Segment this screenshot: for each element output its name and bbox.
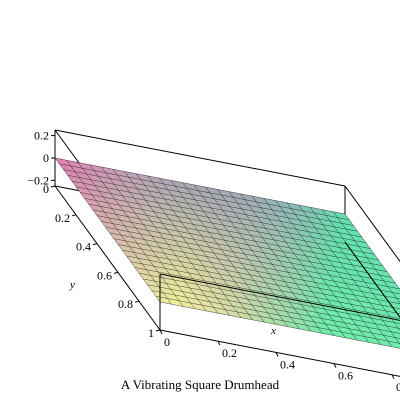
mesh-line [228, 191, 335, 336]
x-tick [333, 363, 337, 368]
mesh-line [134, 267, 400, 319]
mesh-line [63, 169, 354, 226]
mesh-line [101, 221, 392, 278]
x-tick [217, 340, 221, 346]
mesh-line [66, 160, 172, 305]
bounding-box-front [159, 185, 400, 377]
box-edge [54, 185, 161, 331]
mesh-line [147, 284, 400, 334]
mesh-line [155, 295, 400, 344]
z-tick-label: 0 [43, 151, 49, 165]
y-axis-label: y [69, 279, 75, 291]
x-tick-label: 0.6 [338, 369, 353, 383]
mesh-line [143, 278, 400, 329]
y-tick-label: 0 [43, 182, 49, 196]
y-tick [92, 243, 98, 246]
y-tick [134, 300, 140, 303]
box-edge [54, 129, 346, 187]
mesh-line [71, 180, 362, 238]
mesh-line [286, 202, 393, 347]
mesh-line [240, 193, 346, 338]
mesh-line [92, 209, 383, 267]
mesh-line [75, 186, 367, 244]
y-tick [50, 185, 56, 188]
mesh-line [112, 169, 219, 314]
mesh-line [170, 180, 277, 325]
mesh-line [309, 207, 400, 331]
mesh-line [109, 232, 400, 290]
y-tick-label: 0.2 [55, 211, 70, 225]
mesh-line [182, 182, 288, 327]
mesh-line [101, 166, 207, 312]
box-edge [159, 329, 400, 377]
y-tick [113, 271, 119, 274]
box-edge [344, 185, 400, 263]
x-tick-label: 0.2 [222, 346, 237, 360]
y-tick-label: 1 [148, 326, 154, 340]
x-tick-label: 0 [164, 335, 170, 349]
chart-caption: A Vibrating Square Drumhead [120, 377, 280, 392]
mesh-line [298, 204, 400, 345]
mesh-line [159, 301, 400, 349]
mesh-line [122, 249, 400, 305]
mesh-line [67, 175, 358, 232]
mesh-line [263, 198, 370, 343]
mesh-line [54, 157, 161, 303]
mesh-line [59, 163, 350, 221]
drumhead-surface [54, 157, 400, 349]
mesh-line [96, 215, 388, 272]
x-axis-label: x [270, 325, 276, 337]
mesh-line [275, 200, 381, 345]
mesh-line [113, 238, 400, 295]
y-tick [155, 329, 161, 332]
mesh-line [77, 162, 184, 307]
y-tick-label: 0.4 [76, 240, 91, 254]
mesh-line [138, 272, 400, 324]
mesh-line [135, 173, 242, 318]
box-edge [344, 241, 400, 319]
mesh-line [117, 244, 400, 300]
y-tick-label: 0.6 [97, 268, 112, 282]
mesh-line [126, 255, 400, 310]
mesh-line [105, 226, 396, 284]
mesh-line [147, 175, 254, 321]
x-tick [275, 352, 279, 357]
y-tick-label: 0.8 [118, 297, 133, 311]
x-tick [391, 374, 395, 380]
mesh-line [193, 184, 300, 330]
mesh-line [344, 213, 400, 290]
mesh-line [89, 164, 196, 309]
surface-fill-overlay [55, 158, 400, 349]
mesh-line [217, 189, 323, 334]
mesh-line [205, 186, 312, 332]
z-tick-label: −0.2 [27, 173, 49, 187]
mesh-line [124, 171, 230, 316]
x-tick [159, 329, 163, 335]
mesh-line [151, 290, 400, 339]
mesh-line [251, 195, 358, 341]
x-tick-label: 0.8 [396, 380, 400, 394]
mesh-line [54, 157, 346, 215]
y-tick [71, 214, 77, 217]
mesh-line [88, 203, 379, 261]
mesh-line [159, 178, 265, 323]
box-edge [159, 273, 400, 321]
x-tick-label: 0.4 [280, 357, 295, 371]
z-tick-label: 0.2 [34, 129, 49, 143]
mesh-line [130, 261, 400, 314]
mesh-line [84, 198, 375, 255]
mesh-line [80, 192, 371, 249]
mesh-line [333, 211, 400, 304]
